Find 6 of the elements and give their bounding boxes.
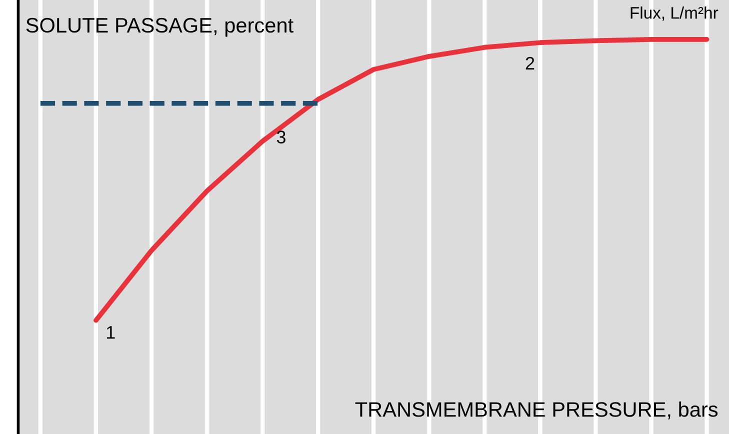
text: Flux, L/m²hr bbox=[630, 6, 718, 21]
x-axis-title: TRANSMEMBRANE PRESSURE, bars bbox=[355, 402, 718, 420]
annotation: 2 bbox=[526, 56, 534, 70]
y-axis-title: SOLUTE PASSAGE, percent bbox=[26, 18, 294, 37]
annotation: 3 bbox=[276, 130, 286, 144]
annotation: 1 bbox=[106, 326, 115, 339]
